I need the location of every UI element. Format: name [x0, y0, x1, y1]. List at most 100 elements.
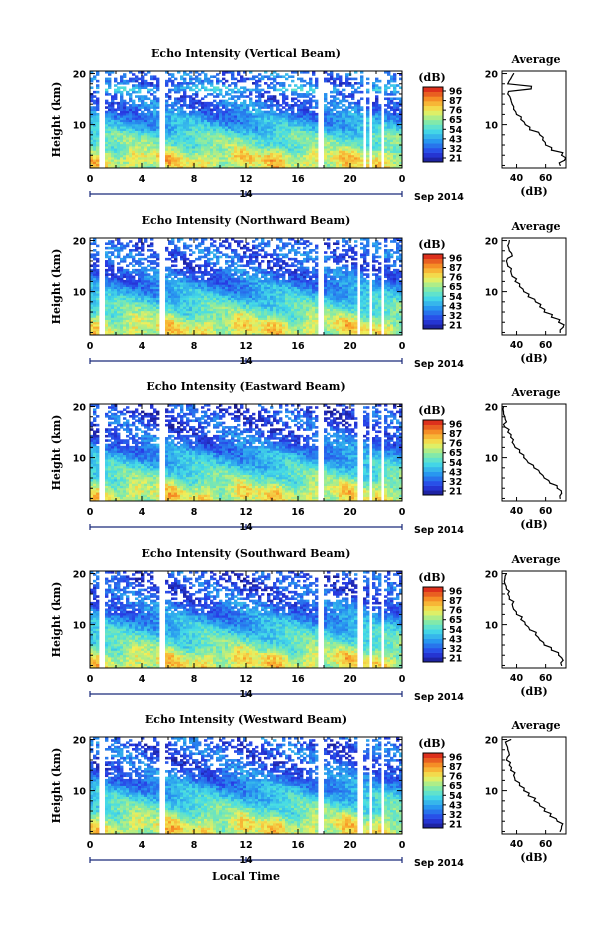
heatmap-cell: [315, 132, 319, 136]
heatmap-cell: [93, 134, 97, 138]
heatmap-cell: [228, 134, 232, 138]
heatmap-cell: [183, 71, 187, 74]
heatmap-cell: [183, 271, 187, 274]
heatmap-cell: [126, 297, 130, 301]
heatmap-cell: [111, 326, 115, 329]
heatmap-cell: [186, 266, 190, 270]
heatmap-cell: [297, 143, 301, 147]
heatmap-cell: [144, 240, 148, 243]
heatmap-cell: [309, 145, 313, 149]
heatmap-cell: [207, 312, 211, 316]
heatmap-cell: [168, 115, 172, 118]
heatmap-cell: [180, 148, 184, 151]
heatmap-cell: [195, 139, 199, 142]
heatmap-cell: [288, 148, 292, 151]
heatmap-cell: [180, 321, 184, 325]
heatmap-cell: [228, 154, 232, 158]
heatmap-cell: [186, 312, 190, 316]
heatmap-cell: [255, 134, 259, 138]
heatmap-cell: [342, 159, 346, 162]
heatmap-cell: [207, 121, 211, 125]
heatmap-cell: [165, 123, 169, 127]
heatmap-cell: [138, 323, 142, 327]
heatmap-cell: [372, 119, 376, 123]
heatmap-cell: [177, 106, 181, 109]
heatmap-cell: [96, 152, 100, 156]
heatmap-cell: [246, 156, 250, 160]
heatmap-cell: [387, 159, 391, 162]
heatmap-cell: [234, 143, 238, 147]
heatmap-cell: [192, 251, 196, 254]
heatmap-cell: [120, 110, 124, 114]
heatmap-cell: [279, 148, 283, 151]
heatmap-cell: [339, 117, 343, 120]
heatmap-cell: [186, 145, 190, 149]
heatmap-cell: [210, 110, 214, 114]
heatmap-cell: [108, 101, 112, 105]
heatmap-cell: [174, 137, 178, 140]
heatmap-cell: [210, 306, 214, 309]
heatmap-cell: [156, 145, 160, 149]
heatmap-cell: [117, 156, 121, 160]
heatmap-cell: [300, 88, 304, 92]
heatmap-cell: [111, 126, 115, 129]
heatmap-cell: [183, 260, 187, 263]
heatmap-cell: [261, 139, 265, 142]
heatmap-cell: [201, 117, 205, 120]
heatmap-cell: [117, 262, 121, 265]
heatmap-cell: [126, 130, 130, 134]
heatmap-cell: [186, 143, 190, 147]
heatmap-cell: [222, 95, 226, 98]
heatmap-cell: [357, 130, 361, 134]
heatmap-cell: [330, 121, 334, 125]
heatmap-cell: [138, 282, 142, 285]
heatmap-cell: [243, 143, 247, 147]
heatmap-cell: [174, 321, 178, 325]
heatmap-cell: [237, 152, 241, 156]
heatmap-cell: [93, 115, 97, 118]
heatmap-cell: [105, 141, 109, 145]
heatmap-cell: [258, 90, 262, 94]
heatmap-cell: [174, 143, 178, 147]
heatmap-cell: [270, 163, 274, 167]
heatmap-cell: [312, 95, 316, 98]
heatmap-cell: [270, 150, 274, 153]
heatmap-cell: [138, 86, 142, 90]
heatmap-cell: [156, 86, 160, 90]
heatmap-cell: [231, 119, 235, 123]
heatmap-cell: [111, 297, 115, 301]
heatmap-cell: [201, 315, 205, 318]
heatmap-cell: [201, 86, 205, 90]
heatmap-cell: [129, 126, 133, 129]
heatmap-cell: [303, 117, 307, 120]
heatmap-cell: [255, 150, 259, 153]
heatmap-cell: [390, 141, 394, 145]
heatmap-cell: [120, 139, 124, 142]
heatmap-cell: [324, 106, 328, 109]
heatmap-cell: [156, 101, 160, 105]
heatmap-cell: [141, 86, 145, 90]
heatmap-cell: [111, 284, 115, 287]
heatmap-cell: [96, 130, 100, 134]
heatmap-cell: [132, 104, 136, 107]
heatmap-cell: [357, 112, 361, 116]
heatmap-cell: [180, 268, 184, 272]
heatmap-cell: [96, 330, 100, 334]
heatmap-cell: [312, 121, 316, 125]
heatmap-cell: [96, 163, 100, 167]
heatmap-cell: [348, 130, 352, 134]
heatmap-cell: [297, 117, 301, 120]
heatmap-cell: [150, 141, 154, 145]
heatmap-cell: [177, 330, 181, 334]
heatmap-cell: [192, 295, 196, 298]
heatmap-cell: [303, 132, 307, 136]
heatmap-cell: [387, 110, 391, 114]
heatmap-cell: [294, 130, 298, 134]
heatmap-cell: [270, 132, 274, 136]
heatmap-cell: [204, 288, 208, 292]
heatmap-cell: [342, 150, 346, 153]
heatmap-cell: [210, 275, 214, 279]
heatmap-cell: [165, 332, 169, 336]
heatmap-cell: [90, 126, 94, 129]
heatmap-cell: [330, 130, 334, 134]
